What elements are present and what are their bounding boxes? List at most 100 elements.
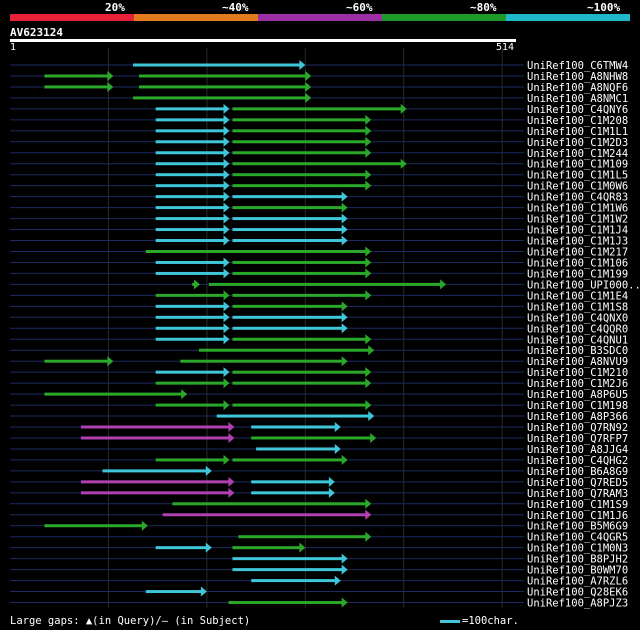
- hit-row[interactable]: UniRef100_C4QHG2: [10, 454, 628, 467]
- hit-name-label[interactable]: UniRef100_B3SDC0: [527, 345, 628, 357]
- hit-row[interactable]: UniRef100_C1M210: [10, 367, 628, 379]
- hit-name-label[interactable]: UniRef100_A8P366: [527, 411, 628, 423]
- hit-name-label[interactable]: UniRef100_A8PJZ3: [527, 598, 628, 610]
- hit-name-label[interactable]: UniRef100_C1M1L1: [527, 126, 628, 138]
- hit-name-label[interactable]: UniRef100_A8NMC1: [527, 93, 628, 105]
- hit-name-label[interactable]: UniRef100_UPI000..: [527, 279, 640, 291]
- hit-name-label[interactable]: UniRef100_C1M217: [527, 246, 628, 258]
- hit-row[interactable]: UniRef100_B5M6G9: [10, 520, 628, 533]
- hit-name-label[interactable]: UniRef100_C4QNX0: [527, 312, 628, 324]
- hit-name-label[interactable]: UniRef100_A7RZL6: [527, 576, 628, 588]
- hit-row[interactable]: UniRef100_C1M0N3: [10, 542, 628, 555]
- hit-row[interactable]: UniRef100_C1M106: [10, 257, 628, 269]
- hit-row[interactable]: UniRef100_C4QNU1: [10, 334, 628, 346]
- hit-row[interactable]: UniRef100_B6A8G9: [10, 465, 628, 478]
- hit-row[interactable]: UniRef100_C1M244: [10, 147, 628, 160]
- hit-row[interactable]: UniRef100_C1M208: [10, 114, 628, 127]
- hit-name-label[interactable]: UniRef100_C1M2J6: [527, 378, 628, 390]
- hit-name-label[interactable]: UniRef100_C1M1J3: [527, 236, 628, 248]
- hit-name-label[interactable]: UniRef100_Q7RED5: [527, 477, 628, 489]
- hit-row[interactable]: UniRef100_Q7RN92: [10, 422, 628, 434]
- hit-row[interactable]: UniRef100_C1M198: [10, 400, 628, 412]
- hit-row[interactable]: UniRef100_C1M1W2: [10, 213, 628, 226]
- hit-name-label[interactable]: UniRef100_C1M244: [527, 148, 628, 160]
- hit-row[interactable]: UniRef100_A8PJZ3: [10, 597, 628, 610]
- hit-row[interactable]: UniRef100_C1M1J4: [10, 224, 628, 237]
- hit-row[interactable]: UniRef100_A7RZL6: [10, 575, 628, 588]
- hit-row[interactable]: UniRef100_C6TMW4: [10, 60, 628, 72]
- hit-name-label[interactable]: UniRef100_C1M1J4: [527, 225, 628, 237]
- hit-name-label[interactable]: UniRef100_A8P6U5: [527, 389, 628, 401]
- hit-row[interactable]: UniRef100_C1M217: [10, 246, 628, 258]
- hit-name-label[interactable]: UniRef100_B6A8G9: [527, 466, 628, 478]
- hit-name-label[interactable]: UniRef100_C4QR83: [527, 192, 628, 204]
- hit-row[interactable]: UniRef100_A8NHW8: [10, 70, 628, 83]
- hit-row[interactable]: UniRef100_A8NQF6: [10, 81, 628, 94]
- hit-row[interactable]: UniRef100_C1M0W6: [10, 180, 628, 193]
- hit-name-label[interactable]: UniRef100_C1M198: [527, 400, 628, 412]
- hit-name-label[interactable]: UniRef100_C4QNU1: [527, 334, 628, 346]
- hit-name-label[interactable]: UniRef100_A8NQF6: [527, 82, 628, 94]
- hit-name-label[interactable]: UniRef100_C1M208: [527, 115, 628, 127]
- hit-row[interactable]: UniRef100_C1M199: [10, 268, 628, 280]
- hit-name-label[interactable]: UniRef100_A8NHW8: [527, 71, 628, 83]
- hit-row[interactable]: UniRef100_Q7RFP7: [10, 432, 628, 445]
- hit-name-label[interactable]: UniRef100_C4QGR5: [527, 532, 628, 544]
- hit-name-label[interactable]: UniRef100_C4QHG2: [527, 455, 628, 467]
- hit-row[interactable]: UniRef100_C1M1W6: [10, 202, 628, 215]
- hit-name-label[interactable]: UniRef100_Q7RFP7: [527, 433, 628, 445]
- hit-row[interactable]: UniRef100_A8JJG4: [10, 443, 628, 456]
- hit-row[interactable]: UniRef100_C4QR83: [10, 191, 628, 204]
- hit-name-label[interactable]: UniRef100_C1M199: [527, 268, 628, 280]
- hit-row[interactable]: UniRef100_B8PJH2: [10, 553, 628, 566]
- hit-name-label[interactable]: UniRef100_C4QQR0: [527, 323, 628, 335]
- hit-row[interactable]: UniRef100_C1M1S9: [10, 498, 628, 511]
- hit-name-label[interactable]: UniRef100_B0WM70: [527, 565, 628, 577]
- hit-row[interactable]: UniRef100_C1M2J6: [10, 378, 628, 390]
- hit-row[interactable]: UniRef100_Q7RAM3: [10, 487, 628, 500]
- hit-row[interactable]: UniRef100_C4QNX0: [10, 312, 628, 324]
- hit-name-label[interactable]: UniRef100_A8JJG4: [527, 444, 628, 456]
- hit-name-label[interactable]: UniRef100_C1M106: [527, 257, 628, 269]
- hit-row[interactable]: UniRef100_C1M1L5: [10, 169, 628, 182]
- hit-row[interactable]: UniRef100_C1M1L1: [10, 125, 628, 138]
- hit-name-label[interactable]: UniRef100_C1M210: [527, 367, 628, 379]
- hit-name-label[interactable]: UniRef100_C6TMW4: [527, 60, 628, 72]
- hit-name-label[interactable]: UniRef100_C1M1S9: [527, 499, 628, 511]
- hit-row[interactable]: UniRef100_A8NMC1: [10, 92, 628, 105]
- hit-name-label[interactable]: UniRef100_C1M1W6: [527, 203, 628, 215]
- hit-name-label[interactable]: UniRef100_B8PJH2: [527, 554, 628, 566]
- hit-row[interactable]: UniRef100_C1M1S8: [10, 301, 628, 313]
- hit-row[interactable]: UniRef100_C1M1J3: [10, 235, 628, 248]
- hit-name-label[interactable]: UniRef100_C1M1J6: [527, 510, 628, 522]
- hit-row[interactable]: UniRef100_A8P366: [10, 411, 628, 423]
- hit-row[interactable]: UniRef100_C4QQR0: [10, 323, 628, 335]
- hit-name-label[interactable]: UniRef100_C1M1L5: [527, 170, 628, 182]
- hit-name-label[interactable]: UniRef100_B5M6G9: [527, 521, 628, 533]
- hit-row[interactable]: UniRef100_Q7RED5: [10, 476, 628, 489]
- hit-row[interactable]: UniRef100_Q28EK6: [10, 586, 628, 599]
- hit-name-label[interactable]: UniRef100_C4QNY6: [527, 104, 628, 116]
- hit-row[interactable]: UniRef100_C1M1E4: [10, 290, 628, 302]
- hit-row[interactable]: UniRef100_A8P6U5: [10, 389, 628, 401]
- hit-name-label[interactable]: UniRef100_C1M1W2: [527, 214, 628, 226]
- hit-row[interactable]: UniRef100_C1M2D3: [10, 136, 628, 149]
- hit-row[interactable]: UniRef100_C1M109: [10, 158, 628, 171]
- hit-name-label[interactable]: UniRef100_A8NVU9: [527, 356, 628, 368]
- hit-row[interactable]: UniRef100_A8NVU9: [10, 356, 628, 368]
- hit-name-label[interactable]: UniRef100_C1M2D3: [527, 137, 628, 149]
- hit-row[interactable]: UniRef100_B3SDC0: [10, 345, 628, 357]
- hit-name-label[interactable]: UniRef100_Q7RAM3: [527, 488, 628, 500]
- hit-row[interactable]: UniRef100_C4QNY6: [10, 103, 628, 116]
- hit-name-label[interactable]: UniRef100_Q28EK6: [527, 587, 628, 599]
- hit-name-label[interactable]: UniRef100_C1M109: [527, 159, 628, 171]
- hit-name-label[interactable]: UniRef100_C1M1E4: [527, 290, 628, 302]
- hit-name-label[interactable]: UniRef100_C1M1S8: [527, 301, 628, 313]
- hit-row[interactable]: UniRef100_C1M1J6: [10, 509, 628, 522]
- hit-row[interactable]: UniRef100_UPI000..: [10, 279, 640, 291]
- hit-name-label[interactable]: UniRef100_C1M0N3: [527, 543, 628, 555]
- hit-name-label[interactable]: UniRef100_C1M0W6: [527, 181, 628, 193]
- hit-name-label[interactable]: UniRef100_Q7RN92: [527, 422, 628, 434]
- hit-row[interactable]: UniRef100_C4QGR5: [10, 531, 628, 544]
- hit-row[interactable]: UniRef100_B0WM70: [10, 564, 628, 577]
